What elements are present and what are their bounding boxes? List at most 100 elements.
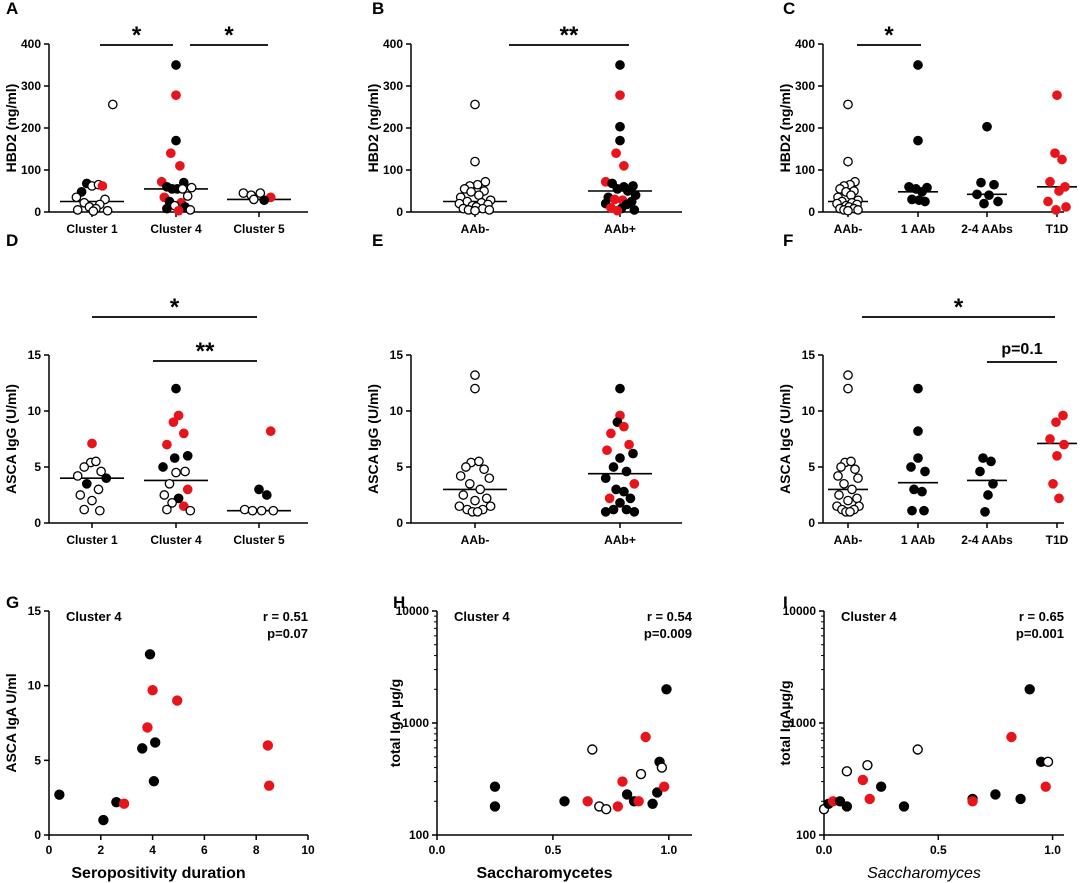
data-point (975, 466, 985, 477)
data-point (102, 205, 113, 216)
data-point (625, 493, 636, 504)
data-point (841, 766, 853, 777)
data-point (262, 740, 274, 751)
y-tick-label: 0 (34, 205, 41, 219)
data-point (909, 484, 919, 495)
data-point (178, 428, 189, 439)
data-point (101, 473, 112, 484)
y-axis-label: ASCA IgG (U/ml) (777, 384, 793, 494)
data-point (913, 135, 923, 146)
r-value: r = 0.65 (1019, 609, 1064, 624)
data-point (173, 493, 184, 504)
p-value: p=0.001 (1016, 626, 1064, 641)
x-tick-label: Cluster 1 (66, 222, 118, 236)
data-point (615, 383, 625, 394)
data-point (615, 135, 625, 146)
data-point (79, 504, 90, 515)
data-point (834, 490, 844, 500)
data-point (256, 505, 267, 516)
y-tick-label: 10000 (396, 604, 430, 618)
data-point (173, 205, 184, 216)
y-tick-label: 0 (808, 516, 815, 530)
data-point (239, 504, 250, 515)
data-point (917, 186, 927, 197)
data-point (979, 198, 989, 209)
data-point (162, 439, 172, 450)
data-point (88, 206, 99, 217)
data-point (656, 762, 668, 773)
data-point (615, 60, 625, 70)
data-point (582, 796, 593, 807)
data-point (158, 462, 168, 472)
y-tick-label: 15 (390, 348, 404, 362)
data-point (612, 205, 623, 216)
data-point (470, 99, 480, 110)
data-point (919, 505, 929, 516)
data-point (466, 186, 476, 197)
data-point (986, 456, 996, 467)
data-point (972, 189, 982, 200)
data-point (94, 505, 105, 516)
x-tick-label: AAb- (834, 222, 863, 236)
data-point (475, 484, 486, 495)
panel-h: H 100 1000 10000 total IgA µg/g 0.0 0.5 1.0 Sacc… (387, 593, 693, 882)
y-tick-label: 15 (28, 604, 42, 618)
data-point (186, 182, 197, 193)
x-tick-label: Cluster 4 (150, 222, 202, 236)
data-point (489, 781, 501, 792)
data-point (164, 478, 175, 489)
data-point (165, 148, 176, 159)
p-value: p=0.009 (644, 626, 692, 641)
data-point (982, 121, 992, 132)
data-point (72, 471, 83, 481)
y-axis-label: HBD2 (ng/ml) (777, 84, 793, 173)
x-tick-label: AAb+ (604, 533, 636, 547)
data-point (606, 428, 616, 439)
data-point (81, 478, 92, 489)
panel-letter: G (6, 593, 19, 612)
data-point (182, 484, 193, 495)
data-point (611, 148, 621, 159)
significance-label: * (132, 22, 142, 49)
p-value: p=0.07 (267, 626, 308, 641)
data-point (247, 505, 258, 516)
panel-c: C 0 100 200 300 400 HBD2 (ng/ml) AAb- 1 AAb 2-4 A… (777, 0, 1077, 236)
data-point (604, 493, 615, 504)
data-point (621, 466, 632, 477)
data-point (159, 490, 170, 500)
significance-label: * (954, 294, 964, 321)
data-point (1048, 478, 1058, 489)
x-tick-label: 2-4 AAbs (961, 533, 1013, 547)
y-tick-label: 0 (808, 205, 815, 219)
data-point (470, 370, 480, 381)
data-point (1043, 196, 1053, 207)
data-point (481, 493, 492, 504)
data-point (254, 484, 264, 495)
data-point (1052, 90, 1062, 101)
x-tick-label: AAb- (461, 533, 490, 547)
r-value: r = 0.51 (263, 609, 308, 624)
data-point (917, 486, 927, 497)
y-tick-label: 100 (409, 828, 429, 842)
data-point (980, 506, 990, 517)
data-point (608, 462, 619, 472)
data-point (652, 787, 663, 798)
data-point (263, 780, 275, 791)
x-tick-label: 0.0 (816, 843, 833, 857)
y-tick-label: 300 (383, 79, 403, 93)
data-point (602, 445, 612, 456)
data-point (149, 737, 161, 748)
data-point (843, 495, 853, 506)
y-tick-label: 100 (795, 163, 815, 177)
data-point (480, 176, 491, 187)
data-point (846, 456, 856, 467)
data-point (843, 156, 853, 167)
data-point (615, 121, 625, 132)
data-point (1024, 684, 1035, 695)
significance-label: * (170, 294, 180, 321)
data-point (920, 466, 930, 477)
data-point (601, 803, 612, 815)
data-point (629, 478, 640, 489)
data-point (171, 135, 181, 146)
